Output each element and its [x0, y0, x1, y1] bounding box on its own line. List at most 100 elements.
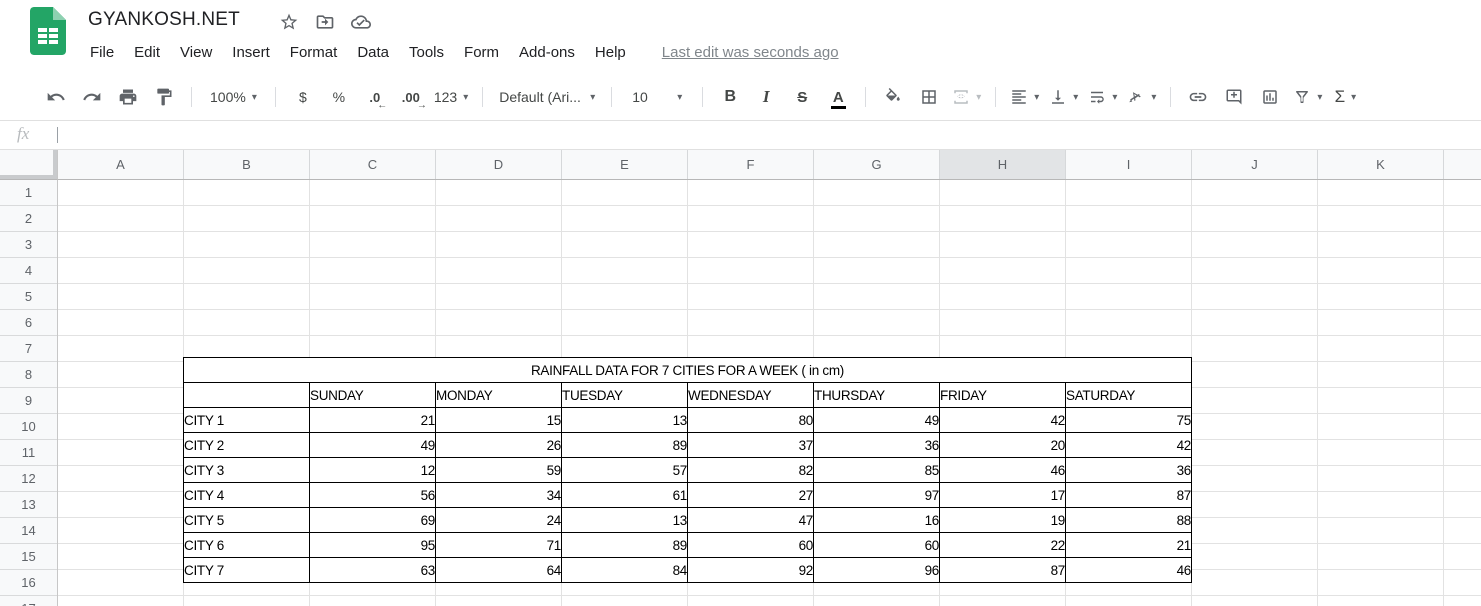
increase-decimal-button[interactable]: .00 → [398, 84, 427, 111]
day-header-tuesday[interactable]: TUESDAY [561, 382, 688, 408]
value-cell[interactable]: 15 [435, 407, 562, 433]
row-header-11[interactable]: 11 [0, 440, 57, 466]
redo-button[interactable] [79, 84, 105, 110]
value-cell[interactable]: 60 [813, 532, 940, 558]
value-cell[interactable]: 84 [561, 557, 688, 583]
value-cell[interactable]: 13 [561, 407, 688, 433]
column-header-j[interactable]: J [1192, 150, 1318, 179]
more-formats-dropdown[interactable]: 123 [434, 84, 468, 110]
value-cell[interactable]: 22 [939, 532, 1066, 558]
filter-button[interactable] [1293, 84, 1322, 110]
text-color-button[interactable]: A [825, 84, 851, 110]
row-header-7[interactable]: 7 [0, 336, 57, 362]
value-cell[interactable]: 12 [309, 457, 436, 483]
value-cell[interactable]: 60 [687, 532, 814, 558]
print-button[interactable] [115, 84, 141, 110]
value-cell[interactable]: 85 [813, 457, 940, 483]
table-blank-cell[interactable] [183, 382, 310, 408]
column-header-d[interactable]: D [436, 150, 562, 179]
city-label-cell[interactable]: CITY 4 [183, 482, 310, 508]
format-currency-button[interactable]: $ [298, 89, 307, 105]
formula-bar[interactable]: fx [0, 122, 1481, 150]
value-cell[interactable]: 21 [309, 407, 436, 433]
value-cell[interactable]: 56 [309, 482, 436, 508]
column-header-h[interactable]: H [940, 150, 1066, 179]
cloud-saved-icon[interactable] [350, 11, 372, 33]
value-cell[interactable]: 64 [435, 557, 562, 583]
zoom-dropdown[interactable]: 100% [206, 84, 261, 110]
column-header-a[interactable]: A [58, 150, 184, 179]
menu-data[interactable]: Data [357, 44, 389, 61]
insert-comment-button[interactable] [1221, 84, 1247, 110]
table-title-cell[interactable]: RAINFALL DATA FOR 7 CITIES FOR A WEEK ( … [183, 357, 1192, 383]
menu-form[interactable]: Form [464, 44, 500, 61]
value-cell[interactable]: 42 [1065, 432, 1192, 458]
row-header-3[interactable]: 3 [0, 232, 57, 258]
day-header-wednesday[interactable]: WEDNESDAY [687, 382, 814, 408]
menu-view[interactable]: View [180, 44, 213, 61]
value-cell[interactable]: 97 [813, 482, 940, 508]
value-cell[interactable]: 59 [435, 457, 562, 483]
paint-format-button[interactable] [151, 84, 177, 110]
value-cell[interactable]: 71 [435, 532, 562, 558]
value-cell[interactable]: 24 [435, 507, 562, 533]
value-cell[interactable]: 17 [939, 482, 1066, 508]
font-dropdown[interactable]: Default (Ari... [497, 84, 597, 110]
text-rotation-dropdown[interactable] [1127, 84, 1156, 110]
last-edit-status[interactable]: Last edit was seconds ago [661, 44, 839, 61]
row-header-9[interactable]: 9 [0, 388, 57, 414]
fill-color-button[interactable] [880, 84, 906, 110]
column-header-i[interactable]: I [1066, 150, 1192, 179]
borders-button[interactable] [916, 84, 942, 110]
value-cell[interactable]: 92 [687, 557, 814, 583]
day-header-friday[interactable]: FRIDAY [939, 382, 1066, 408]
value-cell[interactable]: 88 [1065, 507, 1192, 533]
row-header-13[interactable]: 13 [0, 492, 57, 518]
value-cell[interactable]: 46 [1065, 557, 1192, 583]
document-title[interactable]: GYANKOSH.NET [88, 9, 240, 30]
column-header-partial[interactable] [1444, 150, 1481, 179]
value-cell[interactable]: 75 [1065, 407, 1192, 433]
menu-format[interactable]: Format [289, 44, 338, 61]
value-cell[interactable]: 49 [813, 407, 940, 433]
horizontal-align-dropdown[interactable] [1010, 84, 1039, 110]
select-all-corner[interactable] [0, 150, 58, 180]
city-label-cell[interactable]: CITY 1 [183, 407, 310, 433]
row-header-16[interactable]: 16 [0, 570, 57, 596]
column-header-k[interactable]: K [1318, 150, 1444, 179]
text-wrapping-dropdown[interactable] [1088, 84, 1117, 110]
row-header-4[interactable]: 4 [0, 258, 57, 284]
functions-dropdown[interactable]: Σ [1332, 84, 1358, 110]
value-cell[interactable]: 16 [813, 507, 940, 533]
move-to-folder-icon[interactable] [314, 11, 336, 33]
value-cell[interactable]: 87 [1065, 482, 1192, 508]
value-cell[interactable]: 63 [309, 557, 436, 583]
decrease-decimal-button[interactable]: .0 ← [362, 84, 388, 111]
value-cell[interactable]: 20 [939, 432, 1066, 458]
value-cell[interactable]: 34 [435, 482, 562, 508]
column-header-b[interactable]: B [184, 150, 310, 179]
value-cell[interactable]: 57 [561, 457, 688, 483]
day-header-saturday[interactable]: SATURDAY [1065, 382, 1192, 408]
column-header-e[interactable]: E [562, 150, 688, 179]
value-cell[interactable]: 69 [309, 507, 436, 533]
value-cell[interactable]: 96 [813, 557, 940, 583]
city-label-cell[interactable]: CITY 5 [183, 507, 310, 533]
day-header-thursday[interactable]: THURSDAY [813, 382, 940, 408]
value-cell[interactable]: 82 [687, 457, 814, 483]
menu-insert[interactable]: Insert [232, 44, 270, 61]
merge-cells-dropdown[interactable] [952, 84, 981, 110]
value-cell[interactable]: 49 [309, 432, 436, 458]
value-cell[interactable]: 46 [939, 457, 1066, 483]
insert-link-button[interactable] [1185, 84, 1211, 110]
value-cell[interactable]: 26 [435, 432, 562, 458]
bold-button[interactable]: B [724, 88, 737, 105]
column-header-c[interactable]: C [310, 150, 436, 179]
value-cell[interactable]: 42 [939, 407, 1066, 433]
row-header-10[interactable]: 10 [0, 414, 57, 440]
menu-help[interactable]: Help [594, 44, 626, 61]
value-cell[interactable]: 95 [309, 532, 436, 558]
value-cell[interactable]: 36 [1065, 457, 1192, 483]
city-label-cell[interactable]: CITY 3 [183, 457, 310, 483]
italic-button[interactable]: I [762, 87, 770, 106]
